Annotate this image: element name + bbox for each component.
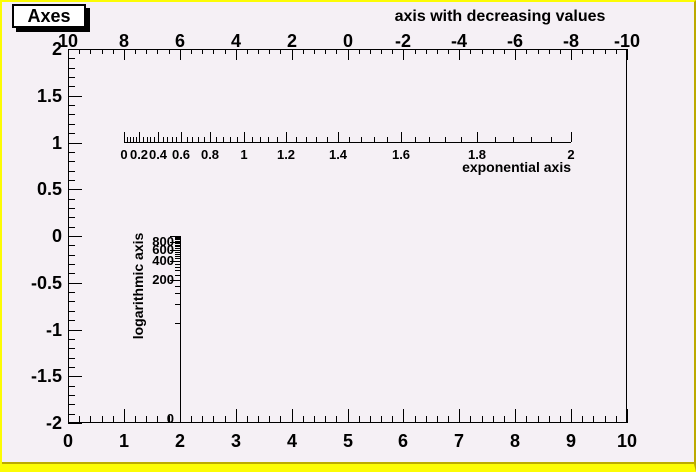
- top-axis-label: -8: [562, 31, 580, 51]
- left-axis-tick: [68, 423, 82, 424]
- left-axis-label: 2: [51, 39, 62, 59]
- top-axis-label: -10: [613, 31, 641, 51]
- top-axis-label: 10: [57, 31, 79, 51]
- top-axis-title: axis with decreasing values: [394, 8, 606, 25]
- bottom-axis-label: 3: [230, 431, 242, 451]
- top-axis-label: 0: [342, 31, 354, 51]
- left-axis-label: 1: [51, 133, 62, 153]
- bottom-axis-label: 0: [62, 431, 74, 451]
- title-box: Axes: [12, 4, 86, 28]
- top-axis-label: 2: [286, 31, 298, 51]
- top-axis-label: -4: [450, 31, 468, 51]
- left-axis-label: 0.5: [36, 179, 62, 199]
- bottom-axis-tick: [627, 409, 628, 423]
- left-axis-label: 1.5: [36, 86, 62, 106]
- bottom-axis-label: 2: [174, 431, 186, 451]
- bottom-axis-label: 8: [509, 431, 521, 451]
- left-axis-label: -1: [45, 320, 62, 340]
- bottom-axis-label: 1: [118, 431, 130, 451]
- bottom-axis-label: 6: [397, 431, 409, 451]
- bottom-axis-label: 10: [616, 431, 638, 451]
- bottom-axis-label: 4: [286, 431, 298, 451]
- left-axis-label: -2: [45, 413, 62, 433]
- bottom-axis-label: 7: [453, 431, 465, 451]
- bottom-axis-label: 9: [565, 431, 577, 451]
- top-axis-label: 6: [174, 31, 186, 51]
- top-axis-tick: [627, 49, 628, 60]
- left-axis-label: 0: [51, 226, 62, 246]
- logarithmic-axis-title: logarithmic axis: [130, 232, 146, 340]
- bottom-axis-label: 5: [342, 431, 354, 451]
- left-axis-label: -0.5: [30, 273, 62, 293]
- top-axis-label: 8: [118, 31, 130, 51]
- canvas-title: Axes: [27, 6, 71, 26]
- top-axis-label: 4: [230, 31, 242, 51]
- top-axis-label: -2: [394, 31, 412, 51]
- plot-frame: [68, 49, 627, 423]
- exponential-axis-title: exponential axis: [462, 159, 571, 175]
- top-axis-label: -6: [506, 31, 524, 51]
- left-axis-label: -1.5: [30, 366, 62, 386]
